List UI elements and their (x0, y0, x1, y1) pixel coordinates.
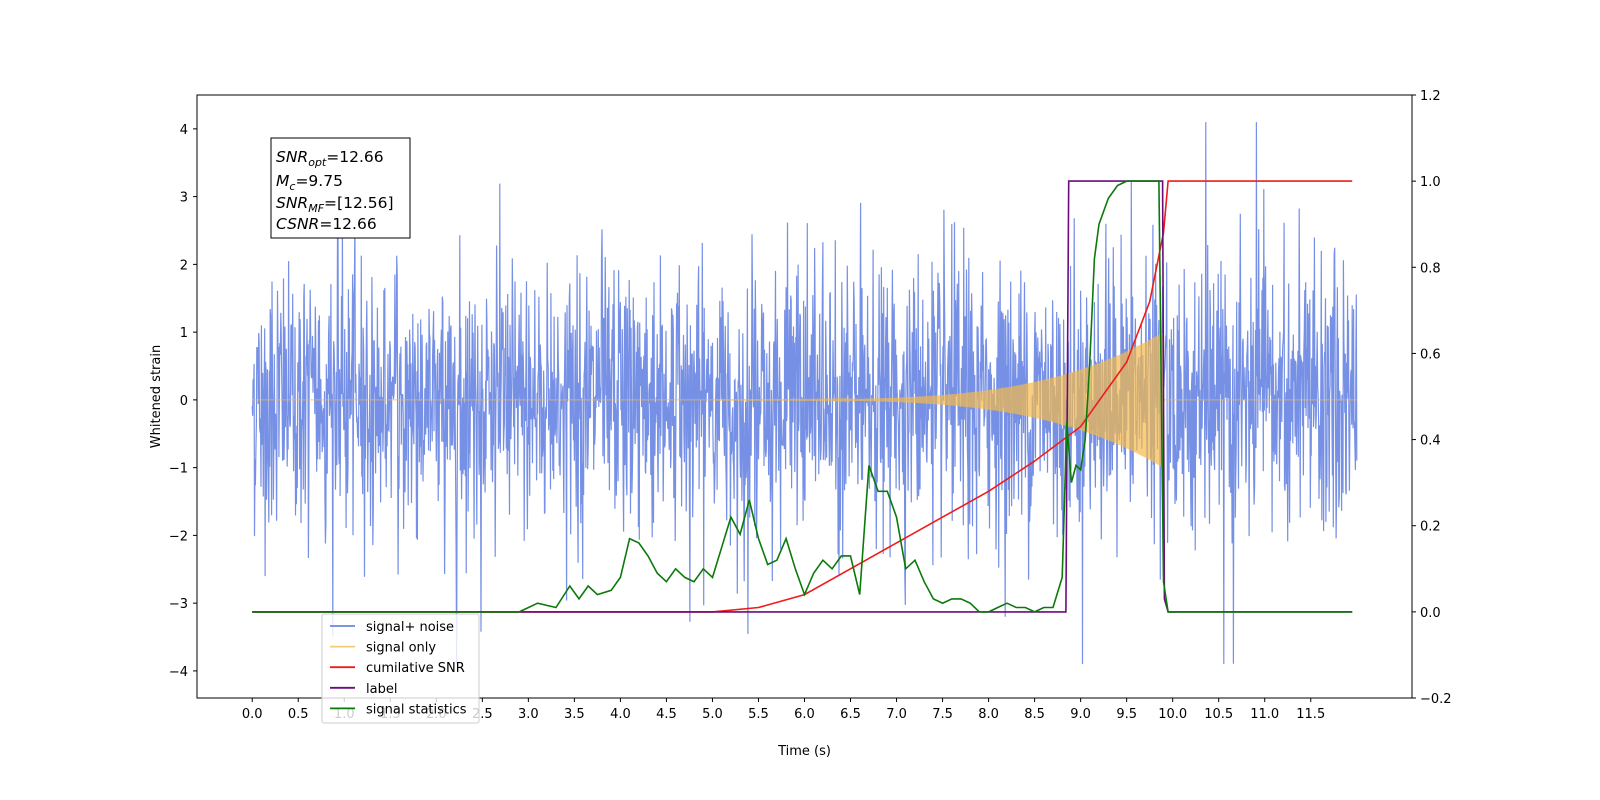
x-tick-label: 0.0 (242, 707, 263, 722)
y-tick-label: −3 (169, 597, 188, 612)
y-tick-label: 4 (180, 123, 188, 138)
y2-tick-label: 1.2 (1420, 89, 1441, 104)
x-tick-label: 10.0 (1158, 707, 1187, 722)
x-tick-label: 6.5 (840, 707, 861, 722)
x-tick-label: 11.5 (1296, 707, 1325, 722)
y2-tick-label: 1.0 (1420, 175, 1441, 190)
y2-tick-label: 0.8 (1420, 261, 1441, 276)
x-tick-label: 3.5 (564, 707, 585, 722)
x-tick-label: 4.5 (656, 707, 677, 722)
x-tick-label: 10.5 (1204, 707, 1233, 722)
y-axis-label: Whitened strain (149, 345, 164, 448)
y-tick-label: 3 (180, 191, 188, 206)
y2-tick-label: 0.0 (1420, 606, 1441, 621)
x-tick-label: 8.0 (978, 707, 999, 722)
legend-label: signal only (366, 641, 436, 656)
y-tick-label: 2 (180, 258, 188, 273)
x-tick-label: 4.0 (610, 707, 631, 722)
legend-label: cumilative SNR (366, 661, 465, 676)
csnr-annotation: CSNR=12.66 (276, 215, 377, 233)
x-tick-label: 3.0 (518, 707, 539, 722)
series-signal-statistics-line (252, 180, 1353, 613)
y2-tick-label: −0.2 (1420, 692, 1452, 707)
x-tick-label: 7.5 (932, 707, 953, 722)
y-axis-right: −0.2 0.0 0.2 0.4 0.6 0.8 1.0 1.2 (1412, 89, 1452, 707)
series-cumilative-snr-line (252, 180, 1353, 613)
y-tick-label: 1 (180, 326, 188, 341)
legend-label: label (366, 682, 397, 697)
y-tick-label: −1 (169, 462, 188, 477)
x-tick-label: 7.0 (886, 707, 907, 722)
plot-area (251, 122, 1358, 665)
x-tick-label: 0.5 (288, 707, 309, 722)
x-tick-label: 9.5 (1116, 707, 1137, 722)
x-tick-label: 8.5 (1024, 707, 1045, 722)
x-tick-label: 5.0 (702, 707, 723, 722)
y-tick-label: 0 (180, 394, 188, 409)
x-tick-label: 5.5 (748, 707, 769, 722)
y2-tick-label: 0.2 (1420, 520, 1441, 535)
series-signal-noise-line (251, 122, 1358, 665)
x-axis-label: Time (s) (777, 744, 831, 759)
x-tick-label: 11.0 (1250, 707, 1279, 722)
y2-tick-label: 0.6 (1420, 347, 1441, 362)
x-tick-label: 6.0 (794, 707, 815, 722)
snr-mf-annotation: SNRMF=[12.56] (276, 194, 394, 215)
snr-annotation-box: SNRopt=12.66 Mc=9.75 SNRMF=[12.56] CSNR=… (270, 137, 411, 239)
series-signal-only-line (252, 332, 1357, 468)
y-axis-left: −4 −3 −2 −1 0 1 2 3 4 (169, 123, 197, 680)
legend: signal+ noise signal only cumilative SNR la… (321, 613, 480, 724)
x-tick-label: 9.0 (1070, 707, 1091, 722)
legend-label: signal+ noise (366, 620, 454, 635)
legend-label: signal statistics (366, 702, 467, 717)
snr-opt-annotation: SNRopt=12.66 (276, 148, 384, 169)
y2-tick-label: 0.4 (1420, 434, 1441, 449)
chirp-mass-annotation: Mc=9.75 (276, 172, 343, 193)
y-tick-label: −4 (169, 665, 188, 680)
y-tick-label: −2 (169, 529, 188, 544)
